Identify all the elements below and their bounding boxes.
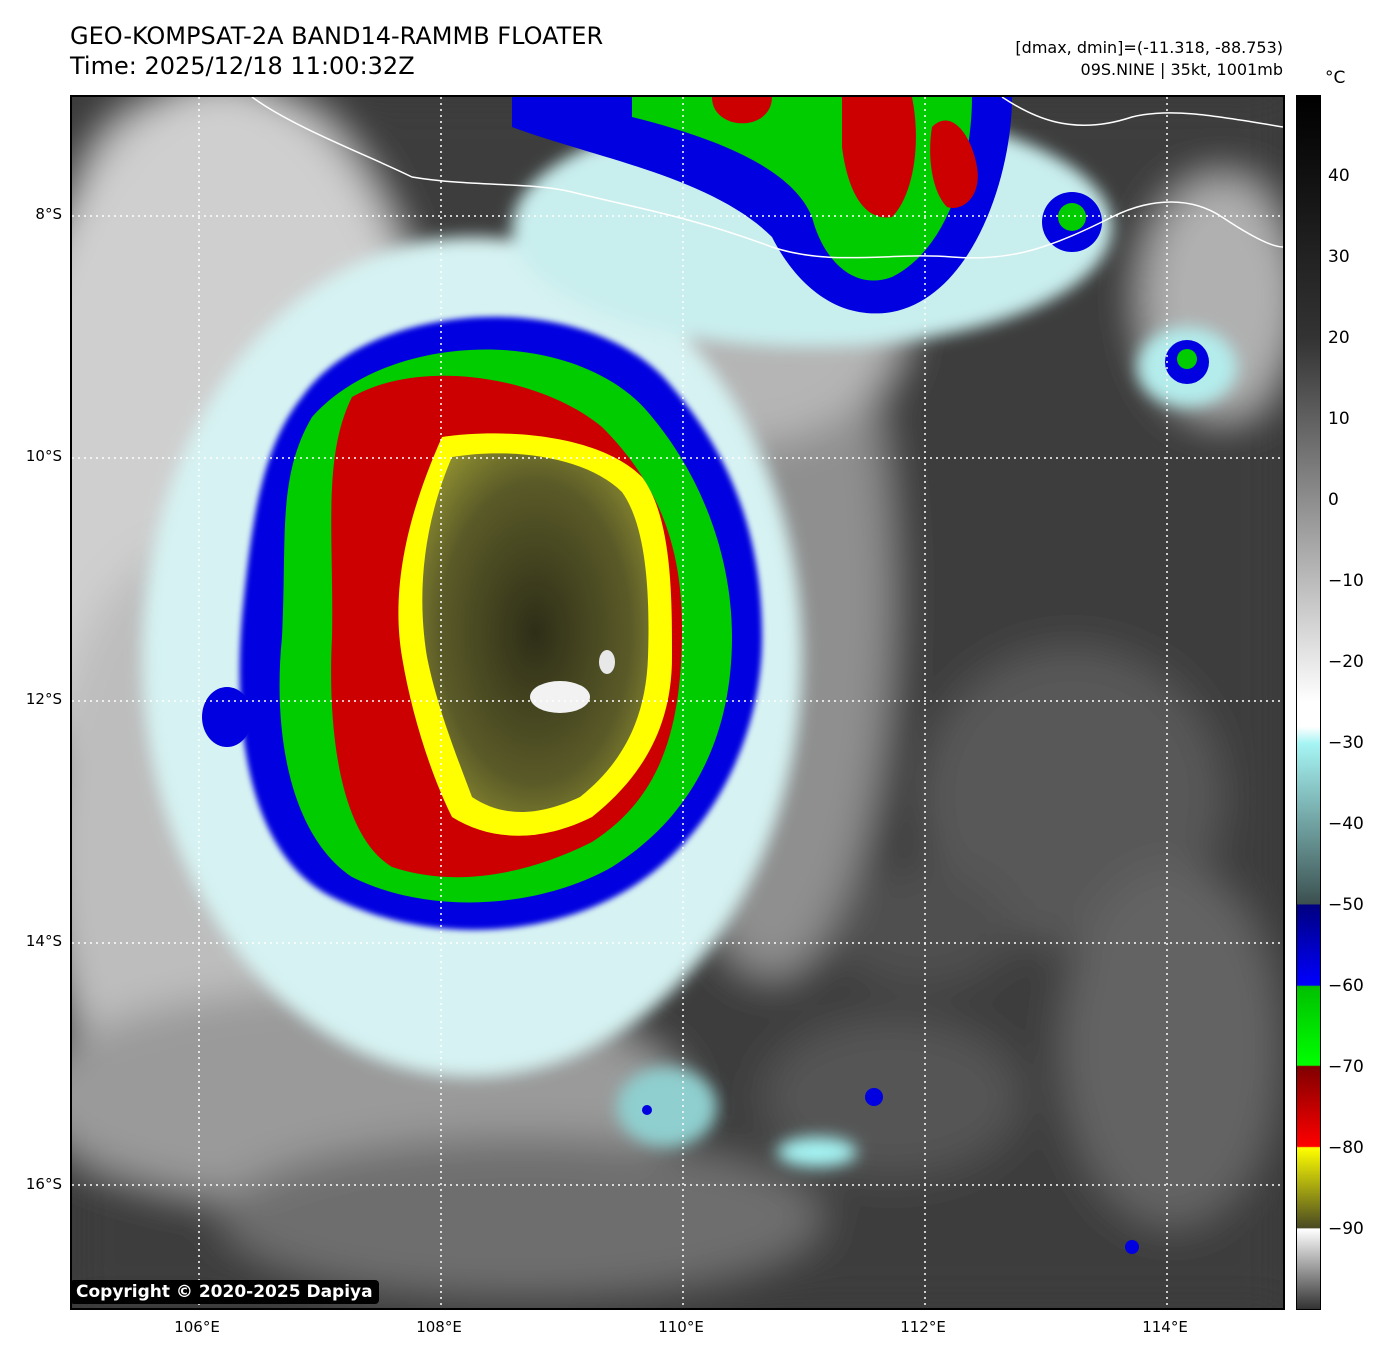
storm-cold-tops [239, 316, 762, 930]
colorbar-tick-label: −90 [1328, 1219, 1364, 1239]
x-tick-label: 112°E [900, 1318, 946, 1336]
x-tick-label: 106°E [174, 1318, 220, 1336]
colorbar-tick-label: 20 [1328, 328, 1350, 348]
temperature-colorbar [1296, 95, 1321, 1310]
temperature-range-text: [dmax, dmin]=(-11.318, -88.753) [1015, 38, 1283, 57]
x-tick-label: 108°E [416, 1318, 462, 1336]
y-tick-label: 8°S [35, 205, 62, 223]
colorbar-tick-label: −40 [1328, 814, 1364, 834]
colorbar-tick-label: −60 [1328, 976, 1364, 996]
lat-lon-grid [72, 97, 1283, 1308]
map-title: GEO-KOMPSAT-2A BAND14-RAMMB FLOATER [70, 22, 604, 50]
coastline-north [1001, 97, 1283, 128]
colorbar-tick-label: 10 [1328, 409, 1350, 429]
colorbar-tick-label: 0 [1328, 490, 1339, 510]
northern-convection [202, 97, 1209, 1254]
colorbar-tick-label: −70 [1328, 1057, 1364, 1077]
x-tick-label: 110°E [658, 1318, 704, 1336]
storm-info-text: 09S.NINE | 35kt, 1001mb [1080, 60, 1283, 79]
copyright-label: Copyright © 2020-2025 Dapiya [70, 1280, 379, 1304]
colorbar-unit: °C [1325, 68, 1346, 88]
y-tick-label: 16°S [25, 1175, 62, 1193]
coastline [251, 97, 1283, 259]
colorbar-tick-label: 30 [1328, 247, 1350, 267]
y-tick-label: 12°S [25, 690, 62, 708]
map-timestamp: Time: 2025/12/18 11:00:32Z [70, 52, 415, 80]
y-tick-label: 10°S [25, 447, 62, 465]
colorbar-tick-label: −50 [1328, 895, 1364, 915]
y-tick-label: 14°S [25, 932, 62, 950]
satellite-imagery [72, 97, 1283, 1308]
colorbar-tick-label: 40 [1328, 166, 1350, 186]
colorbar-tick-label: −10 [1328, 571, 1364, 591]
satellite-map[interactable] [70, 95, 1285, 1310]
colorbar-tick-label: −30 [1328, 733, 1364, 753]
colorbar-tick-label: −80 [1328, 1138, 1364, 1158]
colorbar-tick-label: −20 [1328, 652, 1364, 672]
x-tick-label: 114°E [1142, 1318, 1188, 1336]
